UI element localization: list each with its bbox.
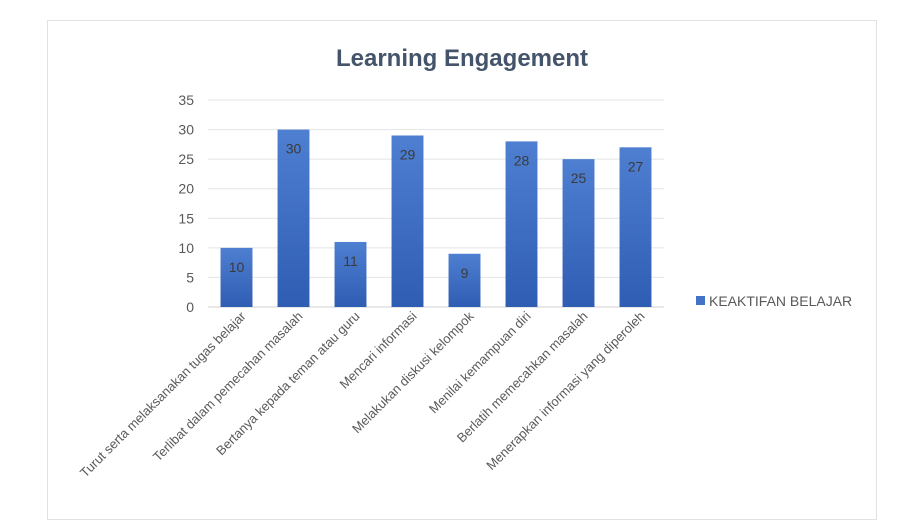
bar <box>220 247 253 307</box>
data-label: 11 <box>343 253 358 269</box>
y-tick-label: 0 <box>186 299 194 315</box>
y-axis-ticks: 0 5 10 15 20 25 30 35 <box>178 92 194 315</box>
data-label: 28 <box>514 152 530 168</box>
y-tick-label: 5 <box>186 269 194 285</box>
data-label: 9 <box>461 265 469 281</box>
x-category-label: Menilai kemampuan diri <box>426 308 534 416</box>
data-labels: 10 30 11 29 9 28 25 27 <box>229 141 644 281</box>
bar <box>448 253 481 307</box>
data-label: 10 <box>229 259 245 275</box>
y-tick-label: 15 <box>178 210 194 226</box>
data-label: 29 <box>400 146 416 162</box>
bars <box>220 129 652 307</box>
y-tick-label: 25 <box>178 151 194 167</box>
bar <box>619 147 652 307</box>
x-axis-category-labels: Turut serta melaksanakan tugas belajarTe… <box>77 308 648 480</box>
gridlines <box>208 99 664 308</box>
bar <box>505 141 538 307</box>
legend-swatch <box>696 296 705 305</box>
bar <box>391 135 424 307</box>
data-label: 27 <box>628 158 644 174</box>
bar <box>277 129 310 307</box>
bar <box>562 159 595 307</box>
y-tick-label: 10 <box>178 240 194 256</box>
chart-title: Learning Engagement <box>336 45 588 72</box>
bar <box>334 241 367 307</box>
data-label: 30 <box>286 141 302 157</box>
x-category-label: Melakukan diskusi kelompok <box>349 308 477 436</box>
legend: KEAKTIFAN BELAJAR <box>696 293 852 309</box>
chart-container: Learning Engagement 0 5 10 15 20 25 30 35 10 30 1… <box>47 20 877 520</box>
y-tick-label: 35 <box>178 92 194 108</box>
data-label: 25 <box>571 170 587 186</box>
legend-label: KEAKTIFAN BELAJAR <box>709 293 852 309</box>
y-tick-label: 30 <box>178 122 194 138</box>
y-tick-label: 20 <box>178 181 194 197</box>
